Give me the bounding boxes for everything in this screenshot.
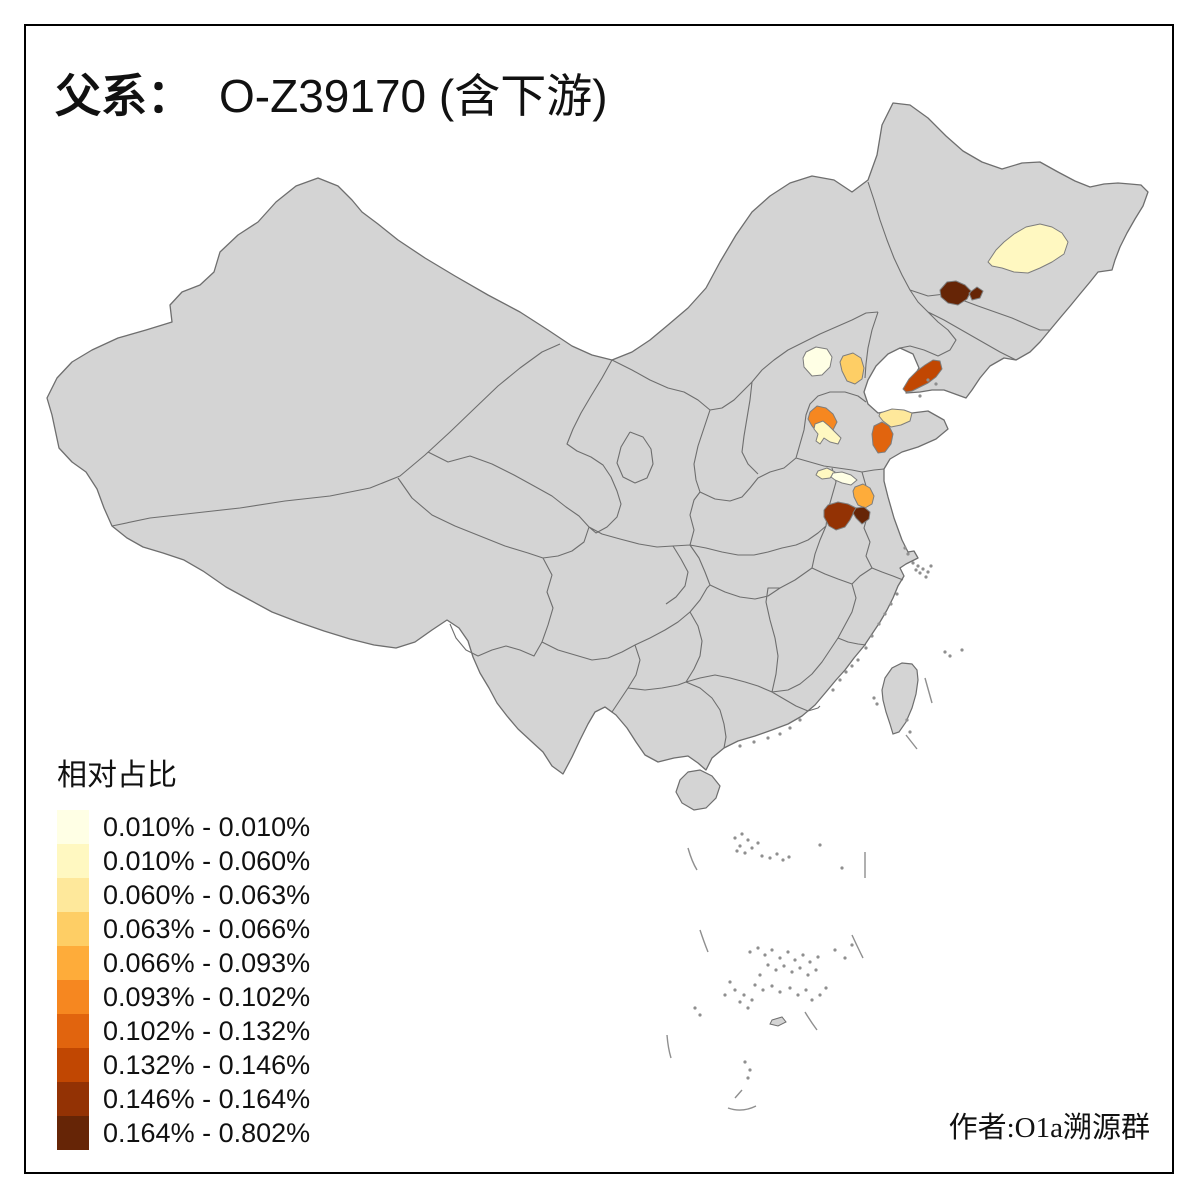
legend-swatch-3 (57, 878, 89, 912)
legend-row: 0.066% - 0.093% (57, 946, 310, 980)
map-region-beijing (802, 346, 833, 377)
title-main: O-Z39170 (含下游) (219, 70, 608, 122)
title-prefix: 父系： (55, 71, 193, 122)
province-borders (111, 181, 1050, 749)
legend-label: 0.146% - 0.164% (103, 1083, 311, 1114)
legend-label: 0.132% - 0.146% (103, 1049, 311, 1080)
legend-row: 0.132% - 0.146% (57, 1048, 310, 1082)
page-title: 父系： O-Z39170 (含下游) (55, 60, 608, 126)
legend-swatch-9 (57, 1082, 89, 1116)
legend-label: 0.010% - 0.060% (103, 845, 311, 876)
map-region-shandong-central (813, 420, 842, 445)
legend-swatch-4 (57, 912, 89, 946)
legend-swatch-10 (57, 1116, 89, 1150)
legend-label: 0.066% - 0.093% (103, 947, 311, 978)
legend-swatch-7 (57, 1014, 89, 1048)
map-region-northeast-large (987, 223, 1069, 274)
south-sea-islet (769, 1016, 787, 1027)
legend-swatch-8 (57, 1048, 89, 1082)
legend-title: 相对占比 (57, 759, 177, 792)
map-region-central-orange (852, 483, 875, 509)
legend-swatch-5 (57, 946, 89, 980)
legend-swatch-1 (57, 810, 89, 844)
legend-label: 0.010% - 0.010% (103, 811, 311, 842)
map-region-central-pale (830, 471, 858, 486)
map-region-central-darkred (823, 501, 857, 531)
legend-label: 0.164% - 0.802% (103, 1117, 311, 1148)
attribution-text: 作者:O1a溯源群 (948, 1112, 1150, 1144)
legend-label: 0.063% - 0.066% (103, 913, 311, 944)
sea-dash-marks (666, 677, 933, 1111)
map-region-central-strip (815, 467, 836, 480)
map-region-northeast-dark (939, 280, 984, 306)
hainan-island (675, 769, 721, 811)
legend: 相对占比 0.010% - 0.010% 0.010% - 0.060% 0.060… (57, 750, 310, 1150)
legend-label: 0.060% - 0.063% (103, 879, 311, 910)
island-specks (693, 378, 964, 1080)
legend-label: 0.102% - 0.132% (103, 1015, 311, 1046)
legend-rows: 0.010% - 0.010% 0.010% - 0.060% 0.060% - 0… (57, 810, 310, 1150)
map-region-tianjin (839, 352, 865, 385)
legend-swatch-6 (57, 980, 89, 1014)
legend-row: 0.060% - 0.063% (57, 878, 310, 912)
legend-row: 0.093% - 0.102% (57, 980, 310, 1014)
legend-label: 0.093% - 0.102% (103, 981, 311, 1012)
legend-swatch-2 (57, 844, 89, 878)
map-region-central-darkest (852, 506, 871, 525)
map-region-liaodong-tip (902, 359, 943, 393)
legend-row: 0.146% - 0.164% (57, 1082, 310, 1116)
map-region-shandong-se (871, 421, 894, 454)
legend-row: 0.063% - 0.066% (57, 912, 310, 946)
legend-row: 0.010% - 0.060% (57, 844, 310, 878)
legend-row: 0.010% - 0.010% (57, 810, 310, 844)
map-region-shandong-peninsula (878, 408, 913, 428)
taiwan-island (881, 662, 919, 735)
legend-row: 0.164% - 0.802% (57, 1116, 310, 1150)
legend-row: 0.102% - 0.132% (57, 1014, 310, 1048)
china-mainland-outline (46, 102, 1149, 775)
